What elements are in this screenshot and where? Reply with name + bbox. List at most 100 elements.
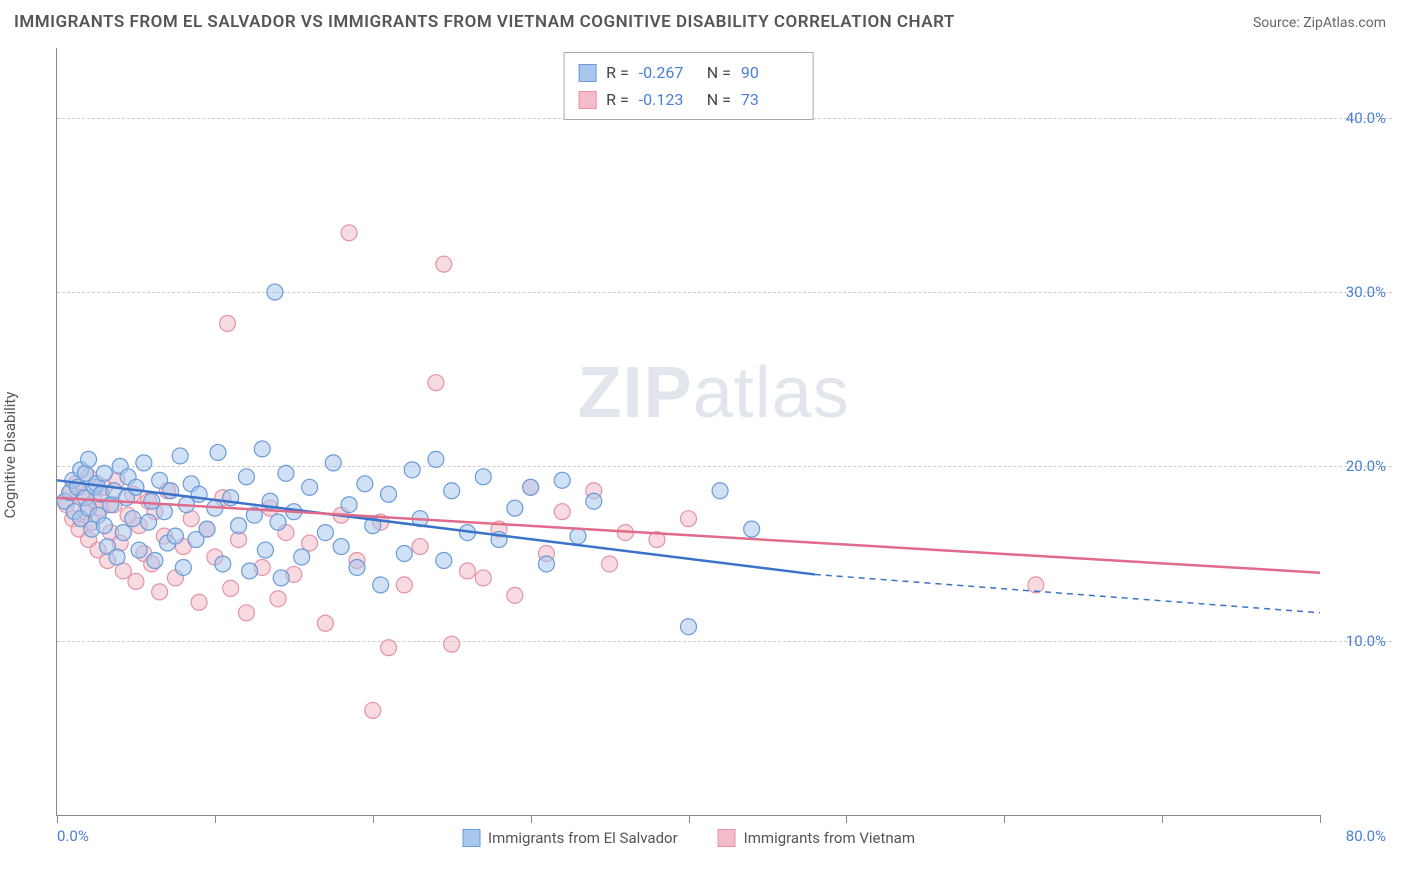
scatter-point	[586, 493, 602, 509]
scatter-point	[475, 570, 491, 586]
scatter-point	[381, 640, 397, 656]
scatter-point	[538, 556, 554, 572]
x-tick	[689, 815, 690, 823]
legend-swatch	[578, 64, 596, 82]
y-axis-label: Cognitive Disability	[1, 392, 19, 519]
scatter-point	[412, 539, 428, 555]
scatter-point	[125, 511, 141, 527]
stat-r-value: -0.123	[639, 86, 697, 113]
scatter-point	[602, 556, 618, 572]
chart-container: Cognitive Disability ZIPatlas R = -0.267…	[14, 48, 1392, 862]
scatter-point	[115, 525, 131, 541]
scatter-point	[128, 479, 144, 495]
y-tick-label: 40.0%	[1346, 109, 1386, 127]
scatter-point	[507, 587, 523, 603]
scatter-point	[109, 549, 125, 565]
scatter-point	[210, 444, 226, 460]
legend-swatch	[718, 829, 736, 847]
scatter-point	[681, 619, 697, 635]
scatter-point	[554, 472, 570, 488]
stats-legend-box: R = -0.267N = 90R = -0.123 N = 73	[563, 52, 814, 120]
scatter-point	[444, 636, 460, 652]
scatter-point	[396, 546, 412, 562]
scatter-point	[167, 528, 183, 544]
scatter-point	[341, 497, 357, 513]
scatter-point	[238, 605, 254, 621]
source-label: Source: ZipAtlas.com	[1253, 15, 1386, 31]
legend-label: Immigrants from El Salvador	[488, 829, 678, 847]
scatter-point	[317, 615, 333, 631]
scatter-point	[523, 479, 539, 495]
scatter-point	[459, 563, 475, 579]
scatter-point	[267, 284, 283, 300]
stat-n-label: N =	[707, 86, 731, 113]
scatter-point	[220, 315, 236, 331]
scatter-point	[199, 521, 215, 537]
scatter-point	[341, 225, 357, 241]
legend-item: Immigrants from Vietnam	[718, 829, 915, 847]
x-tick	[215, 815, 216, 823]
scatter-point	[273, 570, 289, 586]
scatter-point	[238, 469, 254, 485]
scatter-point	[242, 563, 258, 579]
scatter-point	[175, 559, 191, 575]
x-tick	[1162, 815, 1163, 823]
y-tick-label: 10.0%	[1346, 632, 1386, 650]
scatter-point	[270, 591, 286, 607]
scatter-point	[257, 542, 273, 558]
scatter-point	[333, 539, 349, 555]
legend-item: Immigrants from El Salvador	[462, 829, 678, 847]
scatter-point	[507, 500, 523, 516]
scatter-point	[270, 514, 286, 530]
scatter-point	[254, 441, 270, 457]
stat-n-value: 90	[741, 59, 799, 86]
scatter-point	[428, 375, 444, 391]
scatter-point	[404, 462, 420, 478]
scatter-point	[215, 556, 231, 572]
scatter-point	[444, 483, 460, 499]
x-tick	[57, 815, 58, 823]
scatter-point	[191, 594, 207, 610]
scatter-point	[436, 553, 452, 569]
scatter-point	[349, 559, 365, 575]
scatter-point	[554, 504, 570, 520]
scatter-point	[147, 553, 163, 569]
stat-n-label: N =	[707, 59, 731, 86]
scatter-point	[294, 549, 310, 565]
scatter-point	[302, 535, 318, 551]
scatter-point	[373, 577, 389, 593]
x-tick	[373, 815, 374, 823]
scatter-point	[744, 521, 760, 537]
x-axis-min-label: 0.0%	[57, 827, 89, 845]
stat-r-label: R =	[606, 86, 629, 113]
scatter-point	[317, 525, 333, 541]
scatter-point	[365, 702, 381, 718]
scatter-point	[436, 256, 452, 272]
scatter-point	[475, 469, 491, 485]
scatter-svg	[57, 48, 1320, 815]
scatter-point	[96, 518, 112, 534]
x-axis-max-label: 80.0%	[1346, 827, 1386, 845]
scatter-point	[103, 497, 119, 513]
scatter-point	[231, 518, 247, 534]
stat-n-value: 73	[741, 86, 799, 113]
legend-swatch	[578, 91, 596, 109]
scatter-point	[712, 483, 728, 499]
y-tick-label: 20.0%	[1346, 457, 1386, 475]
x-tick	[1004, 815, 1005, 823]
scatter-point	[96, 465, 112, 481]
scatter-point	[357, 476, 373, 492]
chart-title: IMMIGRANTS FROM EL SALVADOR VS IMMIGRANT…	[14, 12, 955, 32]
trend-line	[57, 498, 1320, 573]
stat-r-label: R =	[606, 59, 629, 86]
trend-line-dashed	[815, 574, 1320, 612]
scatter-point	[141, 514, 157, 530]
scatter-point	[325, 455, 341, 471]
scatter-point	[278, 465, 294, 481]
scatter-point	[302, 479, 318, 495]
legend-swatch	[462, 829, 480, 847]
scatter-point	[131, 542, 147, 558]
scatter-point	[428, 451, 444, 467]
stats-row: R = -0.267N = 90	[578, 59, 799, 86]
scatter-point	[570, 528, 586, 544]
